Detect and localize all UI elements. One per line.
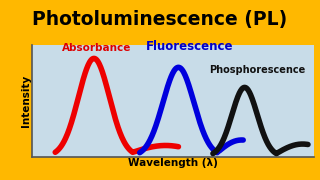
Text: Phosphorescence: Phosphorescence [209, 65, 305, 75]
X-axis label: Wavelength (λ): Wavelength (λ) [128, 158, 218, 168]
Text: Photoluminescence (PL): Photoluminescence (PL) [32, 10, 288, 29]
Y-axis label: Intensity: Intensity [20, 75, 31, 127]
Text: Absorbance: Absorbance [62, 43, 132, 53]
Text: Fluorescence: Fluorescence [146, 40, 234, 53]
